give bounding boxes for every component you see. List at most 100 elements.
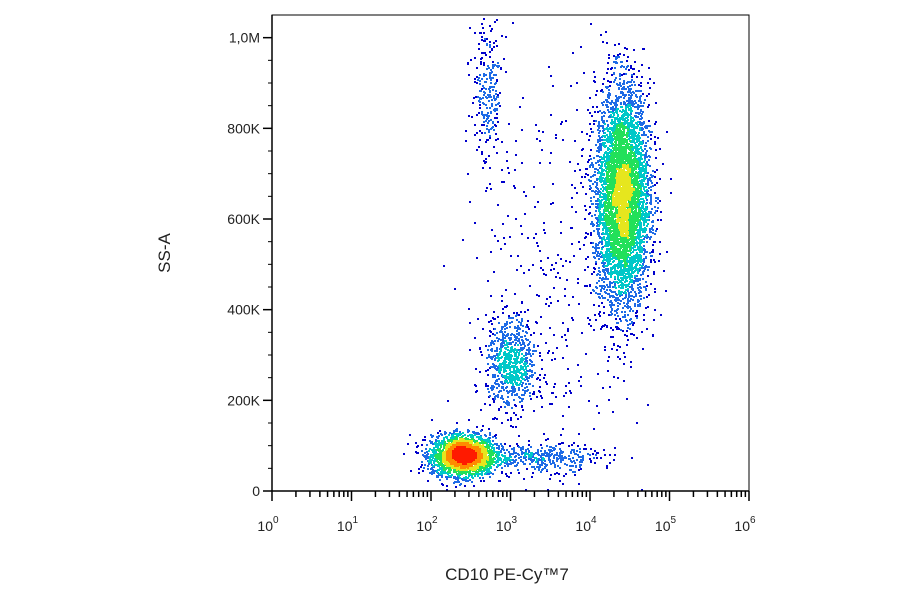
- event-dot: [626, 398, 628, 400]
- event-dot: [646, 241, 648, 243]
- event-dot: [653, 259, 655, 261]
- event-dot: [617, 54, 619, 56]
- event-dot: [630, 92, 632, 94]
- event-dot: [654, 233, 656, 235]
- event-dot: [629, 310, 631, 312]
- event-dot: [620, 66, 622, 68]
- event-dot: [643, 174, 645, 176]
- event-dot: [627, 305, 629, 307]
- event-dot: [625, 114, 627, 116]
- event-dot: [436, 471, 438, 473]
- event-dot: [468, 115, 470, 117]
- event-dot: [507, 215, 509, 217]
- event-dot: [579, 169, 581, 171]
- event-dot: [642, 165, 644, 167]
- event-dot: [495, 395, 497, 397]
- event-dot: [597, 273, 599, 275]
- event-dot: [565, 473, 567, 475]
- event-dot: [514, 344, 516, 346]
- event-dot: [576, 109, 578, 111]
- event-dot: [636, 275, 638, 277]
- event-dot: [503, 371, 505, 373]
- event-dot: [621, 111, 623, 113]
- event-dot: [500, 463, 502, 465]
- event-dot: [615, 61, 617, 63]
- event-dot: [454, 288, 456, 290]
- event-dot: [565, 392, 567, 394]
- event-dot: [523, 478, 525, 480]
- event-dot: [597, 169, 599, 171]
- event-dot: [657, 198, 659, 200]
- event-dot: [523, 355, 525, 357]
- event-dot: [622, 271, 624, 273]
- event-dot: [515, 370, 517, 372]
- event-dot: [633, 92, 635, 94]
- event-dot: [588, 139, 590, 141]
- event-dot: [638, 143, 640, 145]
- event-dot: [474, 434, 476, 436]
- event-dot: [612, 147, 614, 149]
- event-dot: [598, 247, 600, 249]
- event-dot: [510, 390, 512, 392]
- event-dot: [590, 234, 592, 236]
- event-dot: [549, 403, 551, 405]
- event-dot: [601, 172, 603, 174]
- event-dot: [511, 375, 513, 377]
- event-dot: [499, 105, 501, 107]
- event-dot: [640, 85, 642, 87]
- event-dot: [636, 252, 638, 254]
- event-dot: [489, 432, 491, 434]
- event-dot: [641, 489, 643, 491]
- event-dot: [529, 285, 531, 287]
- event-dot: [654, 206, 656, 208]
- event-dot: [622, 94, 624, 96]
- event-dot: [492, 418, 494, 420]
- event-dot: [465, 140, 467, 142]
- event-dot: [605, 213, 607, 215]
- event-dot: [631, 146, 633, 148]
- event-dot: [479, 83, 481, 85]
- event-dot: [601, 196, 603, 198]
- event-dot: [594, 111, 596, 113]
- event-dot: [503, 58, 505, 60]
- event-dot: [520, 456, 522, 458]
- event-dot: [539, 250, 541, 252]
- event-dot: [656, 182, 658, 184]
- event-dot: [597, 293, 599, 295]
- event-dot: [651, 182, 653, 184]
- event-dot: [530, 398, 532, 400]
- event-dot: [598, 242, 600, 244]
- event-dot: [503, 342, 505, 344]
- event-dot: [483, 62, 485, 64]
- event-dot: [573, 460, 575, 462]
- event-dot: [564, 295, 566, 297]
- event-dot: [498, 322, 500, 324]
- event-dot: [652, 225, 654, 227]
- event-dot: [479, 436, 481, 438]
- event-dot: [440, 468, 442, 470]
- event-dot: [610, 114, 612, 116]
- event-dot: [480, 473, 482, 475]
- event-dot: [600, 143, 602, 145]
- event-dot: [480, 480, 482, 482]
- event-dot: [496, 96, 498, 98]
- event-dot: [529, 363, 531, 365]
- event-dot: [575, 453, 577, 455]
- event-dot: [486, 125, 488, 127]
- event-dot: [492, 61, 494, 63]
- event-dot: [610, 107, 612, 109]
- event-dot: [491, 450, 493, 452]
- event-dot: [496, 347, 498, 349]
- event-dot: [621, 291, 623, 293]
- event-dot: [646, 191, 648, 193]
- event-dot: [492, 333, 494, 335]
- event-dot: [479, 477, 481, 479]
- event-dot: [497, 240, 499, 242]
- event-dot: [517, 328, 519, 330]
- event-dot: [641, 129, 643, 131]
- event-dot: [493, 109, 495, 111]
- event-dot: [622, 277, 624, 279]
- event-dot: [525, 459, 527, 461]
- event-dot: [501, 454, 503, 456]
- event-dot: [438, 440, 440, 442]
